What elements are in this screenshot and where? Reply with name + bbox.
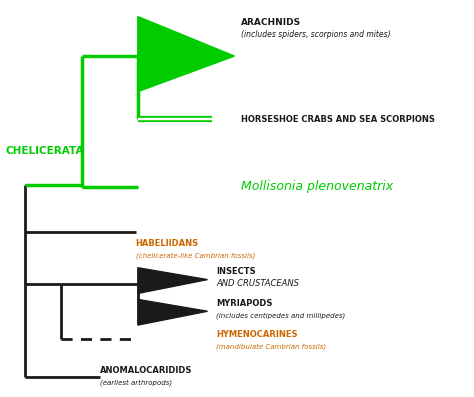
Text: INSECTS: INSECTS [217,267,256,276]
Text: HORSESHOE CRABS AND SEA SCORPIONS: HORSESHOE CRABS AND SEA SCORPIONS [241,115,435,124]
Text: (includes centipedes and millipedes): (includes centipedes and millipedes) [217,312,346,318]
Text: AND CRUSTACEANS: AND CRUSTACEANS [217,279,300,288]
Polygon shape [138,268,208,293]
Text: (earliest arthropods): (earliest arthropods) [100,379,172,386]
Text: HABELIIDANS: HABELIIDANS [136,239,199,249]
Text: (chelicerate-like Cambrian fossils): (chelicerate-like Cambrian fossils) [136,252,255,259]
Text: HYMENOCARINES: HYMENOCARINES [217,330,298,339]
Text: (mandibulate Cambrian fossils): (mandibulate Cambrian fossils) [217,343,327,350]
Text: (includes spiders, scorpions and mites): (includes spiders, scorpions and mites) [241,30,391,39]
Text: ANOMALOCARIDIDS: ANOMALOCARIDIDS [100,366,192,375]
Text: CHELICERATA: CHELICERATA [5,146,84,156]
Polygon shape [138,299,208,325]
Polygon shape [138,17,235,92]
Text: MYRIAPODS: MYRIAPODS [217,299,273,308]
Text: ARACHNIDS: ARACHNIDS [241,18,301,27]
Text: Mollisonia plenovenatrix: Mollisonia plenovenatrix [241,180,393,193]
